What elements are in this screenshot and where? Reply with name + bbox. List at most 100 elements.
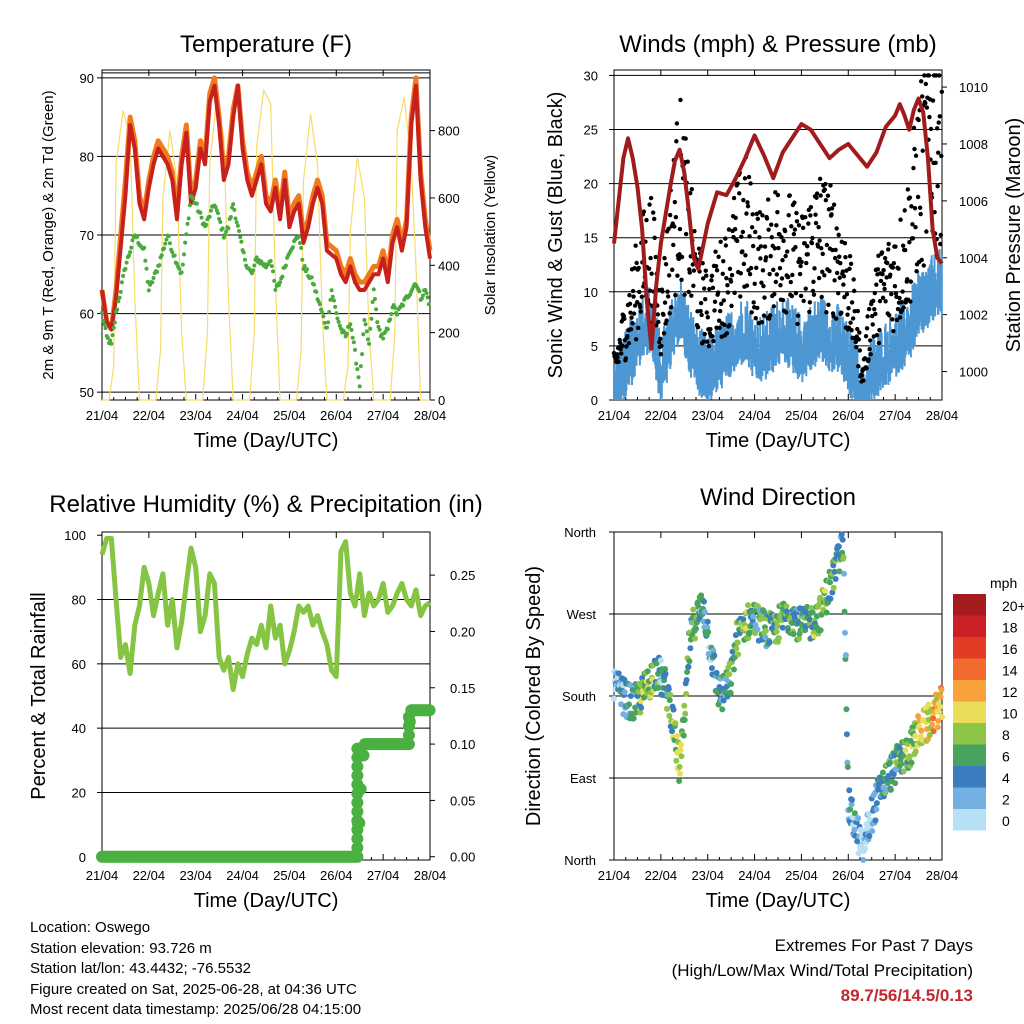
- dewpoint-point: [296, 234, 301, 239]
- gust-point: [913, 153, 919, 158]
- direction-point: [627, 693, 634, 700]
- gust-point: [699, 312, 704, 318]
- direction-point: [832, 576, 839, 583]
- gust-point: [663, 261, 669, 267]
- gust-point: [662, 300, 668, 305]
- gust-point: [658, 336, 663, 342]
- direction-point: [865, 811, 872, 818]
- legend-swatch: [953, 744, 986, 766]
- y-tick-label: 15: [584, 231, 598, 246]
- gust-point: [710, 285, 716, 291]
- gust-point: [649, 271, 654, 276]
- dewpoint-point: [299, 246, 304, 251]
- dewpoint-point: [194, 201, 199, 206]
- gust-point: [713, 263, 719, 269]
- direction-point: [638, 704, 645, 711]
- direction-point: [618, 701, 625, 708]
- direction-point: [830, 584, 837, 591]
- dewpoint-point: [357, 384, 362, 389]
- gust-point: [855, 326, 860, 332]
- gust-point: [760, 213, 765, 218]
- gust-point: [637, 289, 642, 295]
- gust-point: [900, 289, 905, 294]
- gust-point: [620, 343, 625, 349]
- direction-point: [906, 754, 913, 761]
- y-tick-label: South: [562, 689, 596, 704]
- dewpoint-point: [135, 234, 140, 239]
- gust-point: [641, 209, 647, 214]
- dewpoint-point: [334, 311, 339, 316]
- gust-point: [808, 204, 814, 210]
- gust-point: [655, 312, 661, 317]
- precip-point: [402, 711, 415, 724]
- legend-label: 2: [1002, 791, 1010, 807]
- dewpoint-point: [105, 336, 110, 341]
- direction-point: [879, 769, 886, 776]
- gust-point: [751, 300, 756, 305]
- gust-point: [626, 341, 632, 346]
- gust-point: [704, 273, 709, 278]
- direction-point: [840, 554, 847, 561]
- x-tick-label: 25/04: [273, 408, 306, 423]
- y-right-tick-label: 200: [438, 326, 460, 341]
- dewpoint-point: [123, 266, 128, 271]
- gust-point: [876, 253, 881, 258]
- y-tick-label: 20: [584, 177, 598, 192]
- gust-point: [761, 313, 767, 318]
- direction-point: [708, 665, 715, 672]
- direction-point: [680, 732, 687, 739]
- dewpoint-point: [351, 340, 356, 345]
- x-tick-label: 24/04: [738, 868, 771, 883]
- gust-point: [726, 227, 732, 232]
- gust-point: [778, 283, 783, 288]
- gust-point: [910, 222, 915, 227]
- direction-point: [844, 763, 851, 770]
- gust-point: [632, 303, 638, 308]
- gust-point: [683, 136, 688, 141]
- gust-point: [924, 105, 930, 110]
- gust-point: [773, 190, 778, 195]
- gust-point: [758, 256, 763, 261]
- gust-point: [924, 229, 929, 234]
- direction-point: [685, 663, 692, 670]
- dewpoint-point: [326, 320, 331, 325]
- gust-point: [718, 239, 723, 244]
- direction-point: [655, 684, 662, 691]
- gust-point: [779, 234, 784, 240]
- gust-point: [713, 249, 718, 254]
- direction-point: [700, 598, 707, 605]
- direction-point: [653, 660, 660, 667]
- direction-point: [916, 723, 923, 730]
- gust-point: [866, 306, 872, 312]
- direction-point: [831, 568, 838, 575]
- x-axis-label: Time (Day/UTC): [706, 430, 851, 452]
- gust-point: [706, 343, 712, 349]
- gust-point: [850, 316, 856, 321]
- gust-point: [622, 316, 627, 322]
- direction-point: [682, 710, 689, 717]
- gust-point: [857, 348, 863, 353]
- gust-point: [748, 265, 754, 271]
- precip-point: [351, 787, 364, 800]
- dewpoint-point: [254, 255, 259, 260]
- direction-point: [667, 691, 674, 698]
- dewpoint-point: [111, 325, 116, 330]
- gust-point: [682, 292, 687, 297]
- extremes-title: Extremes For Past 7 Days: [774, 936, 973, 955]
- dewpoint-point: [157, 263, 162, 268]
- dewpoint-point: [328, 297, 333, 302]
- gust-point: [834, 226, 839, 231]
- dewpoint-point: [118, 289, 123, 294]
- direction-point: [669, 728, 676, 735]
- direction-point: [796, 635, 803, 642]
- y-axis-label: 2m & 9m T (Red, Orange) & 2m Td (Green): [40, 90, 57, 379]
- dewpoint-point: [283, 263, 288, 268]
- gust-point: [919, 257, 924, 263]
- direction-point: [823, 609, 830, 616]
- gust-point: [763, 255, 769, 260]
- gust-point: [630, 321, 635, 326]
- direction-point: [726, 671, 733, 678]
- gust-point: [871, 298, 876, 304]
- gust-point: [720, 271, 725, 277]
- gust-point: [935, 184, 940, 189]
